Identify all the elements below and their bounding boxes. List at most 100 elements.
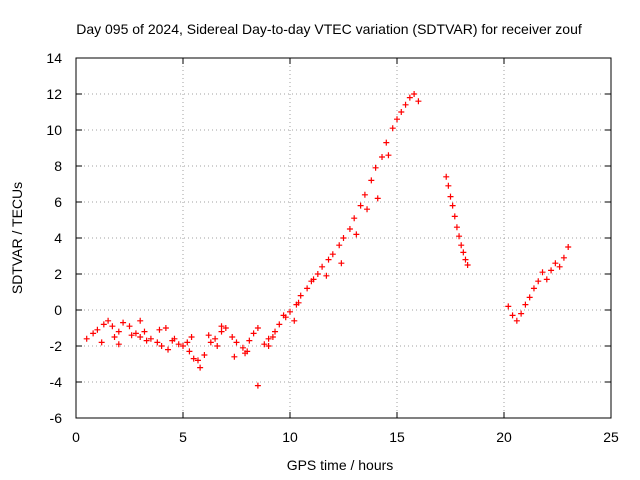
data-point	[265, 343, 272, 349]
data-point	[415, 98, 422, 105]
data-point	[239, 344, 246, 351]
data-point	[451, 213, 458, 220]
data-point	[394, 116, 400, 123]
data-point	[398, 109, 405, 115]
data-point	[518, 310, 525, 317]
data-point	[464, 262, 471, 268]
data-point	[287, 308, 293, 315]
x-tick-label: 0	[72, 429, 80, 445]
data-point	[143, 337, 150, 344]
y-tick-label: 2	[54, 266, 62, 282]
data-point	[250, 330, 257, 337]
data-point	[291, 317, 298, 324]
axis-ticks	[75, 57, 612, 419]
data-point	[94, 326, 101, 333]
data-point	[280, 312, 287, 319]
data-point	[276, 321, 283, 328]
data-point	[201, 352, 208, 358]
y-tick-labels: -6 -4 -2 0 2 4 6 8 10 12 14	[46, 50, 62, 426]
data-point	[447, 193, 454, 200]
data-point	[265, 335, 272, 342]
data-point	[556, 263, 563, 270]
data-point	[462, 256, 469, 263]
data-point	[231, 353, 238, 360]
data-point	[513, 317, 520, 324]
data-point	[229, 334, 236, 340]
y-tick-label: -6	[50, 410, 63, 426]
data-point	[132, 330, 139, 337]
y-tick-label: 0	[54, 302, 62, 318]
data-point	[361, 191, 368, 198]
y-tick-label: 4	[54, 230, 62, 246]
x-tick-label: 5	[179, 429, 187, 445]
data-point	[90, 330, 97, 337]
data-point	[346, 226, 353, 232]
data-point	[190, 355, 197, 362]
data-point	[233, 339, 240, 346]
data-point	[325, 256, 332, 263]
data-point	[505, 303, 512, 310]
data-point	[329, 251, 336, 258]
data-point	[411, 91, 418, 97]
data-point	[379, 154, 386, 160]
data-point	[372, 164, 379, 171]
data-point	[543, 276, 550, 283]
data-point	[111, 334, 118, 340]
data-point	[137, 334, 144, 340]
data-point	[180, 343, 186, 349]
data-point	[560, 254, 567, 261]
y-axis-label: SDTVAR / TECUs	[9, 182, 25, 294]
data-point	[162, 325, 169, 331]
data-point	[115, 341, 122, 348]
data-point	[254, 382, 261, 389]
y-tick-label: 14	[46, 50, 62, 66]
data-point	[389, 125, 396, 132]
data-point	[98, 339, 105, 346]
data-point	[188, 334, 195, 340]
data-points	[83, 91, 572, 389]
data-point	[295, 299, 302, 306]
data-point	[158, 343, 165, 349]
data-point	[314, 271, 321, 277]
data-point	[340, 235, 347, 241]
data-point	[175, 341, 182, 348]
data-point	[261, 341, 268, 348]
data-point	[323, 272, 330, 279]
data-point	[218, 328, 225, 335]
data-point	[458, 242, 465, 249]
y-tick-label: -4	[50, 374, 63, 390]
data-point	[338, 260, 345, 267]
data-point	[565, 244, 572, 250]
data-point	[214, 343, 221, 349]
data-point	[368, 177, 375, 184]
data-point	[115, 328, 122, 335]
data-point	[336, 242, 343, 249]
data-point	[357, 202, 364, 209]
y-tick-label: 8	[54, 158, 62, 174]
x-tick-label: 25	[603, 429, 619, 445]
data-point	[272, 328, 279, 335]
data-point	[218, 323, 225, 330]
data-point	[535, 278, 542, 285]
data-point	[171, 335, 178, 342]
data-point	[205, 332, 212, 339]
data-point	[147, 335, 154, 342]
x-tick-label: 10	[282, 429, 298, 445]
data-point	[105, 317, 112, 324]
data-point	[83, 335, 90, 342]
data-point	[385, 152, 392, 159]
data-point	[222, 325, 229, 331]
data-point	[552, 260, 559, 267]
data-point	[197, 364, 204, 371]
data-point	[156, 326, 163, 333]
data-point	[351, 215, 358, 222]
data-point	[453, 224, 460, 231]
data-point	[548, 267, 555, 274]
data-point	[126, 323, 133, 330]
data-point	[120, 319, 127, 326]
data-point	[445, 182, 452, 189]
data-point	[297, 292, 304, 299]
data-point	[353, 231, 360, 238]
data-point	[460, 249, 467, 256]
